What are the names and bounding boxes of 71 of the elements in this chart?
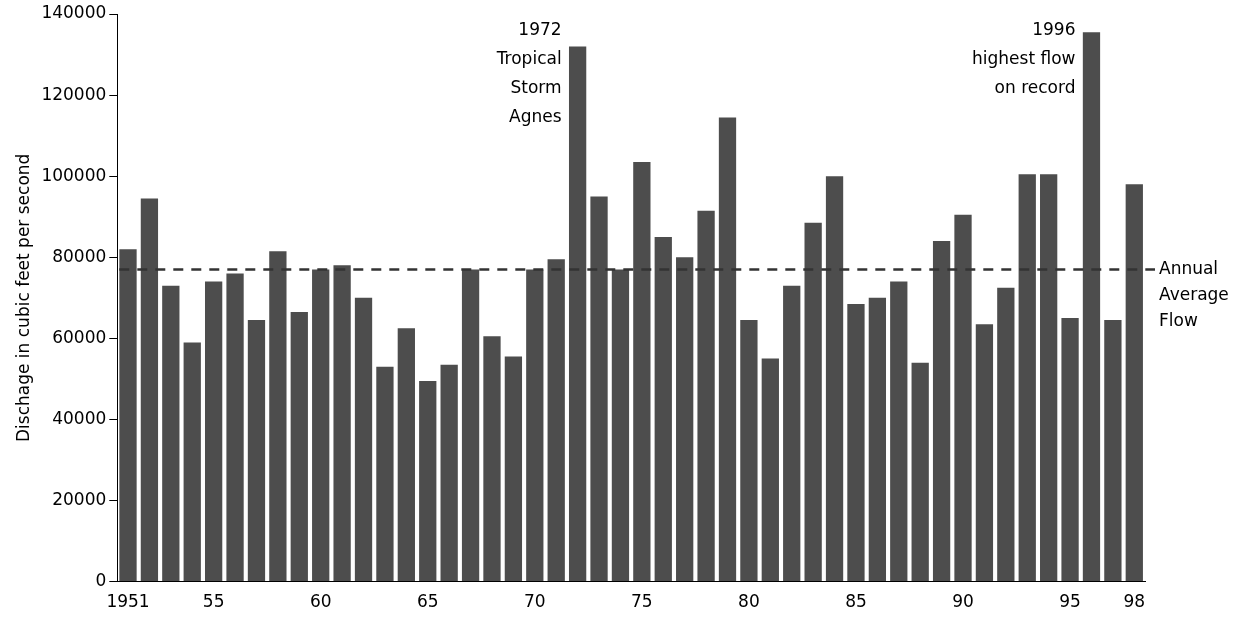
y-tick-label: 100000 [41, 164, 107, 185]
bar [162, 285, 180, 582]
bar [1125, 184, 1143, 582]
x-tick-label: 70 [523, 591, 546, 612]
bar [590, 196, 608, 582]
x-tick-label: 60 [309, 591, 332, 612]
bar [804, 222, 822, 582]
bar [483, 336, 501, 582]
bar [354, 297, 373, 582]
bar [397, 328, 415, 582]
bar [376, 366, 394, 582]
bar [461, 269, 480, 582]
bar [1040, 174, 1058, 582]
bar [1104, 320, 1122, 582]
annotation: 1972 Tropical Storm Agnes [495, 18, 562, 126]
x-tick-label: 90 [952, 591, 974, 612]
bar [1082, 32, 1101, 582]
bar [932, 241, 951, 582]
x-tick-label: 55 [202, 591, 225, 612]
bar [633, 161, 651, 582]
bar [868, 297, 887, 582]
bar [611, 269, 630, 582]
bar [890, 281, 908, 582]
bar [269, 251, 287, 582]
bar [1061, 318, 1079, 582]
bar [526, 269, 544, 582]
x-tick-label: 1951 [106, 591, 150, 612]
x-tick-label: 65 [416, 591, 439, 612]
bar [740, 320, 758, 582]
bar [911, 362, 929, 582]
bar [1018, 174, 1036, 582]
bar [547, 259, 565, 582]
bar [119, 249, 137, 582]
bar [312, 269, 330, 582]
y-tick-label: 140000 [41, 2, 107, 23]
bar [718, 117, 737, 582]
bar [183, 342, 201, 582]
bar [825, 176, 844, 582]
y-axis-title: Dischage in cubic feet per second [12, 153, 33, 442]
y-tick-label: 40000 [52, 407, 107, 428]
y-tick-label: 120000 [41, 83, 107, 104]
bar [783, 285, 801, 582]
bar [997, 287, 1015, 582]
bar [205, 281, 223, 582]
x-tick-label: 98 [1123, 591, 1146, 612]
bar [226, 273, 244, 582]
bar [761, 358, 779, 582]
bar [419, 380, 437, 582]
bar [954, 214, 972, 582]
annotation: 1996 highest flow on record [972, 18, 1076, 97]
y-tick-label: 0 [95, 570, 107, 591]
y-tick-label: 60000 [52, 326, 107, 347]
bar [440, 364, 458, 582]
bar [975, 324, 994, 582]
x-tick-label: 85 [845, 591, 867, 612]
x-tick-label: 75 [631, 591, 653, 612]
bar [697, 210, 715, 582]
bar [140, 198, 159, 582]
x-tick-label: 95 [1059, 591, 1081, 612]
bar [290, 311, 308, 582]
ref-line-label: Annual Average Flow [1159, 257, 1229, 330]
bar [568, 46, 587, 582]
y-tick-label: 80000 [52, 245, 107, 266]
bar [847, 303, 865, 582]
y-tick-label: 20000 [52, 488, 107, 509]
bar [676, 257, 694, 582]
x-tick-label: 80 [738, 591, 760, 612]
bar [333, 265, 351, 582]
bar [247, 320, 266, 582]
bar [504, 356, 523, 582]
bar [654, 236, 672, 582]
